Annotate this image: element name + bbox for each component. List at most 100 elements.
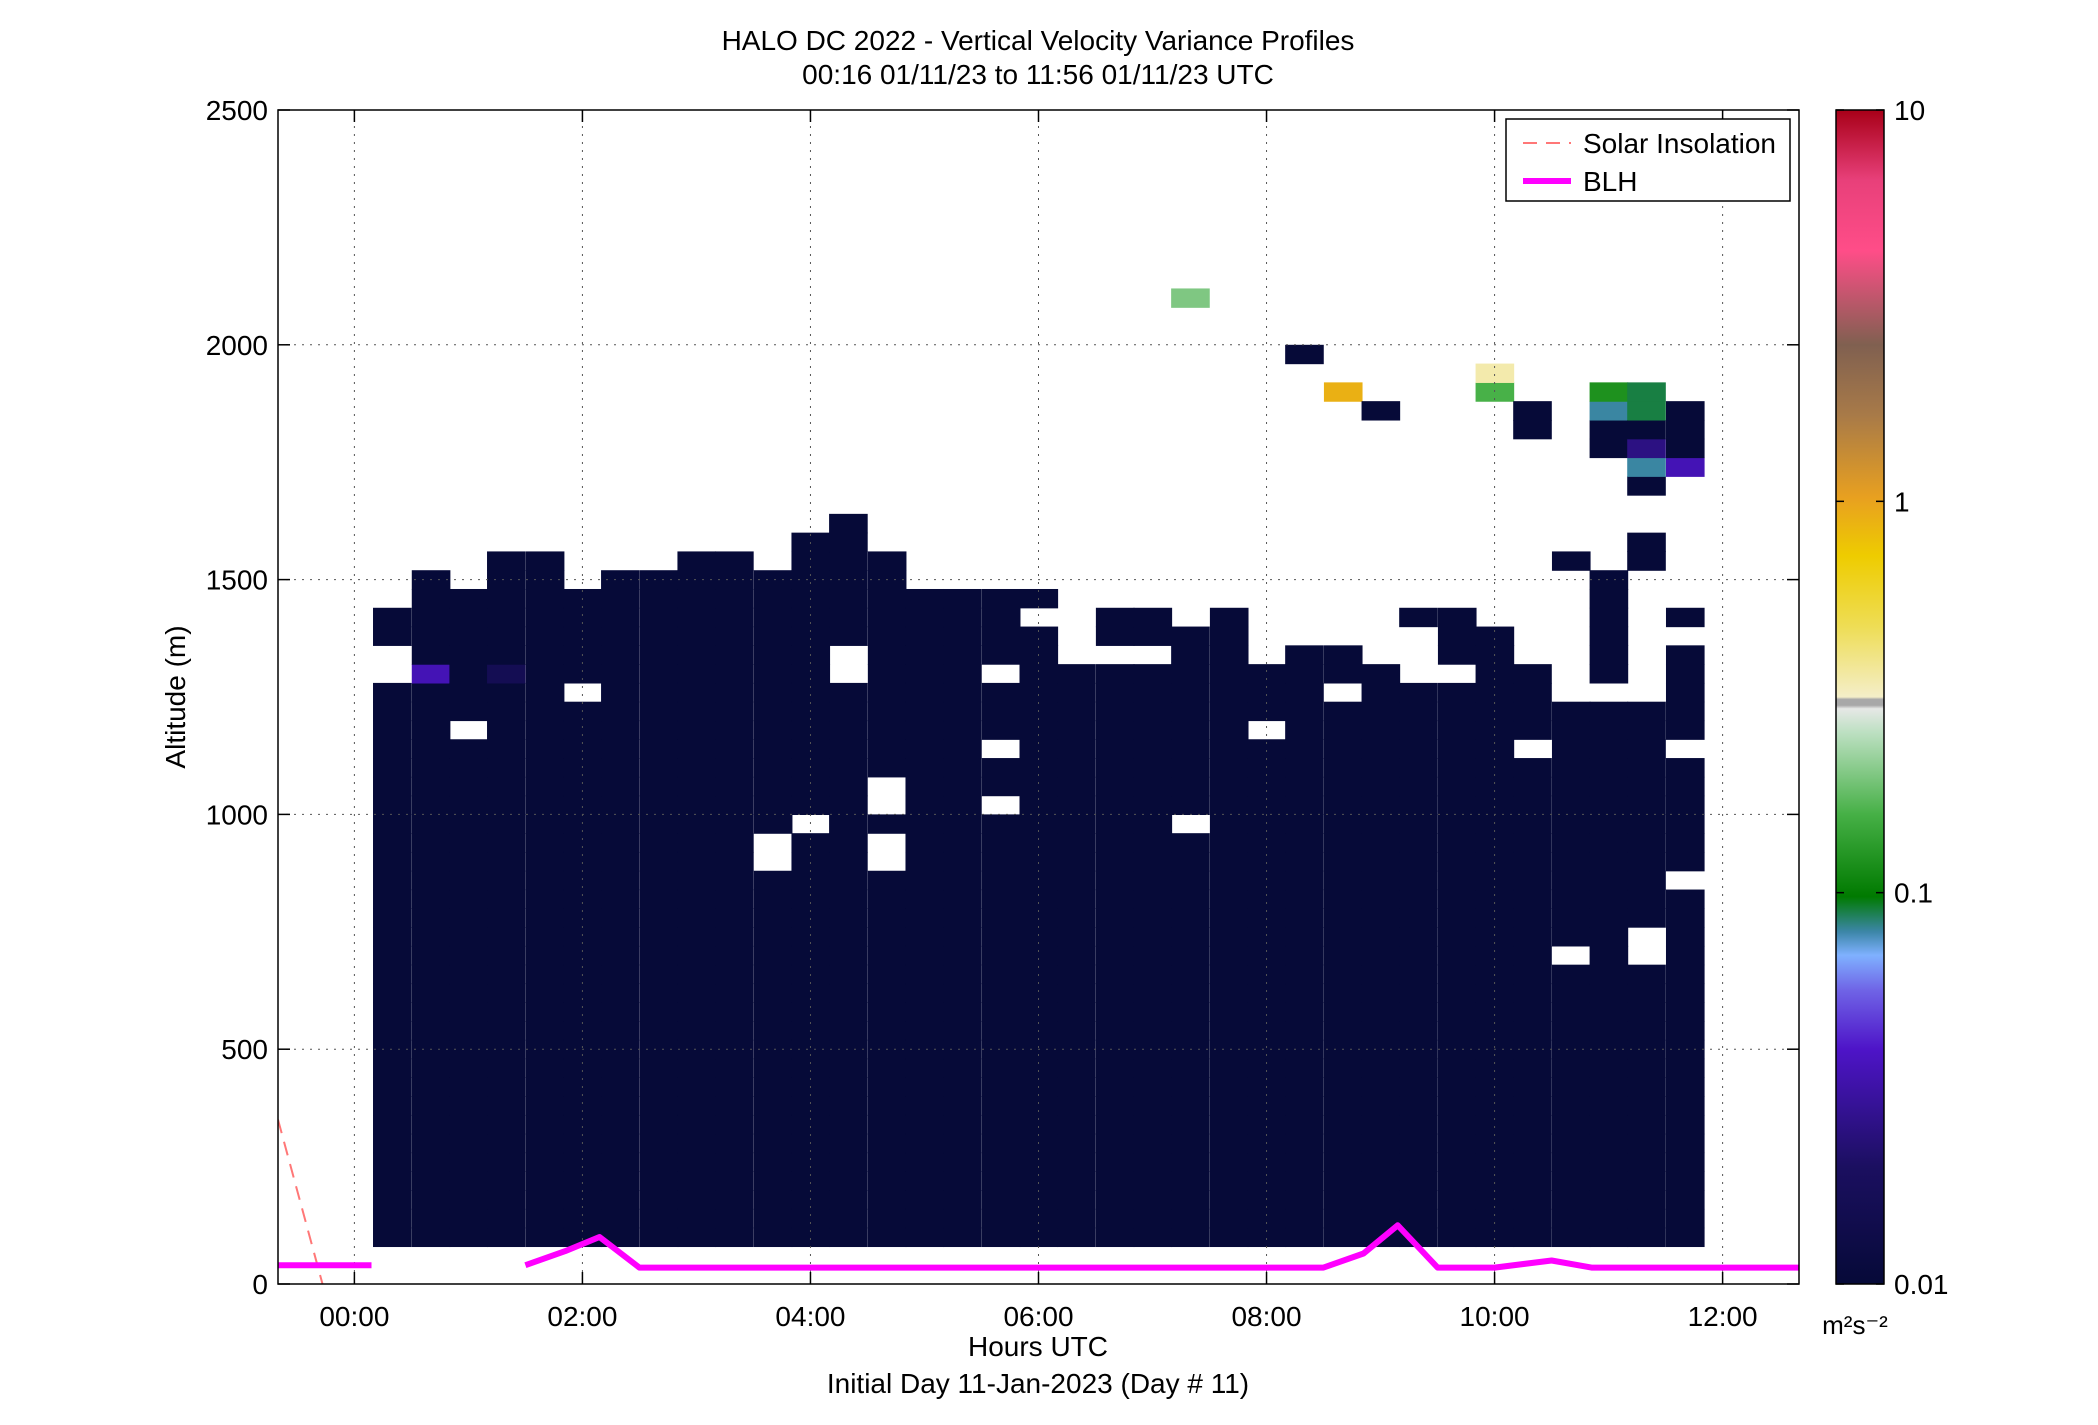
heatmap-cell (1133, 1039, 1173, 1060)
heatmap-cell (373, 1114, 412, 1135)
heatmap-cell (715, 1190, 754, 1210)
heatmap-cell (829, 1114, 868, 1135)
heatmap-cell (1589, 1190, 1629, 1210)
heatmap-cell (1133, 889, 1173, 909)
heatmap-cell (715, 1096, 754, 1116)
heatmap-cell (563, 664, 603, 684)
heatmap-cell (639, 814, 679, 834)
heatmap-cell (1437, 833, 1477, 853)
heatmap-cell (1437, 1096, 1477, 1116)
heatmap-cell (1095, 964, 1135, 985)
heatmap-cell (1171, 626, 1210, 646)
heatmap-cell (981, 1190, 1021, 1210)
heatmap-cell (1171, 1114, 1210, 1135)
heatmap-cell (601, 833, 640, 853)
heatmap-cell (1399, 701, 1438, 722)
heatmap-cell (563, 814, 603, 834)
heatmap-cell (1475, 1208, 1515, 1229)
heatmap-cell (563, 1002, 603, 1022)
heatmap-cell (1665, 645, 1705, 665)
heatmap-cell (1171, 1152, 1210, 1172)
heatmap-cell (601, 908, 640, 928)
heatmap-cell (601, 588, 640, 609)
heatmap-cell (791, 983, 831, 1003)
heatmap-cell (753, 720, 793, 740)
heatmap-cell (1057, 851, 1096, 872)
heatmap-cell (943, 588, 982, 609)
heatmap-cell (487, 1096, 526, 1116)
heatmap-cell (1437, 1039, 1477, 1060)
heatmap-cell (1323, 964, 1363, 985)
line-series (278, 1119, 1799, 1284)
heatmap-cell (1095, 739, 1135, 759)
heatmap-cell (525, 1152, 565, 1172)
heatmap-cell (715, 776, 754, 797)
heatmap-cell (1627, 720, 1666, 740)
heatmap-cell (487, 1171, 526, 1191)
heatmap-cell (639, 1171, 679, 1191)
heatmap-cell (867, 1208, 907, 1229)
heatmap-cell (1323, 983, 1363, 1003)
heatmap-cell (449, 851, 489, 872)
heatmap-cell (1057, 758, 1096, 778)
heatmap-cell (1095, 1208, 1135, 1229)
heatmap-cell (1095, 1002, 1135, 1022)
heatmap-cell (1247, 1058, 1287, 1078)
heatmap-cell (1057, 795, 1096, 815)
heatmap-cell (487, 1077, 526, 1097)
heatmap-cell (1171, 1021, 1210, 1041)
heatmap-cell (1589, 945, 1629, 966)
heatmap-cell (601, 1077, 640, 1097)
heatmap-cell (1665, 851, 1705, 872)
heatmap-cell (753, 1208, 793, 1229)
heatmap-cell (639, 833, 679, 853)
heatmap-cell (1665, 758, 1705, 778)
heatmap-cell (1551, 908, 1591, 928)
heatmap-cell (981, 889, 1021, 909)
heatmap-cell (1057, 1096, 1096, 1116)
heatmap-cell (867, 1077, 907, 1097)
heatmap-cell (1133, 927, 1173, 947)
heatmap-cell (1551, 889, 1591, 909)
heatmap-cell (943, 739, 982, 759)
heatmap-cell (1285, 927, 1324, 947)
heatmap-cell (791, 927, 831, 947)
heatmap-cell (1665, 983, 1705, 1003)
heatmap-cell (905, 908, 945, 928)
heatmap-cell (525, 1208, 565, 1229)
heatmap-cell (867, 908, 907, 928)
heatmap-cell (867, 645, 907, 665)
heatmap-cell (1361, 739, 1401, 759)
heatmap-cell (1057, 682, 1096, 703)
heatmap-cell (639, 908, 679, 928)
heatmap-cell (411, 927, 451, 947)
heatmap-cell (1323, 851, 1363, 872)
heatmap-cell (1665, 889, 1705, 909)
heatmap-cell (1019, 682, 1059, 703)
heatmap-cell (373, 964, 412, 985)
heatmap-cell (1133, 1021, 1173, 1041)
heatmap-cell (1209, 626, 1249, 646)
heatmap-cell (449, 889, 489, 909)
heatmap-cell (715, 701, 754, 722)
heatmap-cell (1627, 851, 1666, 872)
heatmap-cell (905, 758, 945, 778)
heatmap-cell (677, 889, 717, 909)
heatmap-cell (1361, 833, 1401, 853)
heatmap-cell (715, 588, 754, 609)
heatmap-cell (1475, 739, 1515, 759)
heatmap-cell (981, 682, 1021, 703)
heatmap-cell (639, 889, 679, 909)
heatmap-cell (1475, 1096, 1515, 1116)
heatmap-cell (1133, 682, 1173, 703)
heatmap-cell (981, 1152, 1021, 1172)
heatmap-cell (1133, 1077, 1173, 1097)
heatmap-cell (1589, 1058, 1629, 1078)
heatmap-cell (1247, 1114, 1287, 1135)
heatmap-cell (677, 682, 717, 703)
heatmap-cell (981, 626, 1021, 646)
heatmap-cell (715, 889, 754, 909)
heatmap-cell (677, 945, 717, 966)
heatmap-cell (411, 1133, 451, 1154)
heatmap-cell (487, 1039, 526, 1060)
